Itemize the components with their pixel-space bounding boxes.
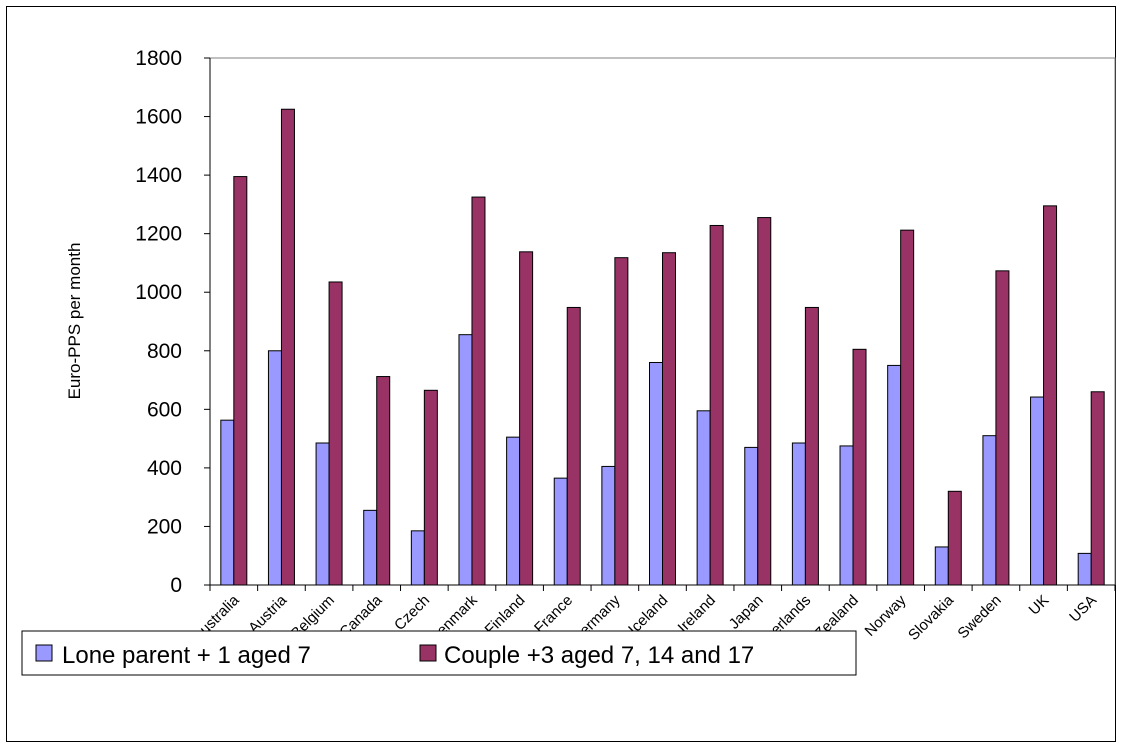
bar-france-series-1	[553, 477, 568, 586]
bars	[220, 108, 1105, 586]
bar-netherlands-series-2	[804, 306, 819, 586]
bar-slovakia-series-2	[947, 490, 962, 586]
legend-label-couple: Couple +3 aged 7, 14 and 17	[444, 642, 754, 669]
bar-iceland-series-2	[662, 252, 676, 586]
x-tick-label: Japan	[726, 592, 767, 633]
bar-canada-series-2	[376, 376, 391, 586]
bar-belgium-series-1	[315, 442, 330, 586]
x-tick-label: France	[531, 592, 576, 637]
bar-czech-series-1	[410, 530, 425, 586]
y-tick-label: 1200	[135, 223, 182, 246]
bar-ireland-series-1	[696, 410, 711, 586]
legend: Lone parent + 1 aged 7 Couple +3 aged 7,…	[21, 630, 857, 676]
bar-finland-series-2	[519, 251, 534, 586]
x-tick-label: Slovakia	[905, 591, 958, 644]
bar-austria-series-2	[280, 108, 295, 586]
bar-canada-series-1	[363, 509, 378, 586]
bar-norway-series-2	[900, 229, 915, 586]
bar-new-zealand-series-2	[852, 348, 867, 586]
bar-belgium-series-2	[328, 281, 343, 586]
y-tick-label: 1800	[135, 47, 182, 70]
legend-box	[21, 630, 857, 676]
legend-swatch-lone-parent	[35, 644, 53, 662]
y-tick-label: 400	[147, 457, 182, 480]
x-tick-label: Norway	[862, 591, 910, 639]
bar-iceland-series-1	[649, 361, 663, 586]
bar-germany-series-2	[614, 257, 629, 586]
legend-label-lone-parent: Lone parent + 1 aged 7	[62, 642, 311, 669]
bar-japan-series-1	[744, 446, 759, 586]
bar-denmark-series-2	[471, 196, 486, 586]
bar-sweden-series-2	[995, 270, 1010, 586]
bar-ireland-series-2	[709, 224, 724, 586]
bar-sweden-series-1	[982, 435, 997, 586]
legend-swatch-couple	[419, 644, 437, 662]
bar-usa-series-1	[1077, 552, 1092, 586]
y-tick-label: 600	[147, 398, 182, 421]
bar-uk-series-2	[1043, 205, 1058, 586]
x-tick-label: Ireland	[675, 592, 719, 636]
bar-japan-series-2	[757, 217, 772, 586]
x-tick-label: Austria	[245, 591, 290, 636]
x-tick-label: Czech	[391, 592, 433, 634]
y-tick-label: 800	[147, 340, 182, 363]
bar-denmark-series-1	[458, 334, 473, 586]
x-tick-label: USA	[1066, 592, 1100, 626]
bar-australia-series-1	[220, 419, 235, 586]
bar-czech-series-2	[423, 389, 438, 586]
bar-usa-series-2	[1090, 391, 1105, 586]
y-tick-label: 0	[170, 574, 182, 597]
y-axis: 0 200 400 600 800 1000 1200 1400 1600 1800	[135, 47, 211, 597]
bar-finland-series-1	[506, 436, 521, 586]
bar-australia-series-2	[233, 176, 248, 586]
x-tick-label: UK	[1026, 592, 1053, 619]
bar-france-series-2	[566, 306, 581, 586]
bar-norway-series-1	[887, 364, 902, 586]
y-tick-label: 200	[147, 515, 182, 538]
y-tick-label: 1000	[135, 281, 182, 304]
y-axis-label: Euro-PPS per month	[65, 243, 84, 400]
bar-germany-series-1	[601, 465, 616, 586]
bar-uk-series-1	[1030, 396, 1045, 586]
bar-new-zealand-series-1	[839, 445, 854, 586]
bar-austria-series-1	[267, 350, 282, 586]
bar-netherlands-series-1	[791, 442, 806, 586]
bar-slovakia-series-1	[934, 546, 949, 586]
y-tick-label: 1600	[135, 106, 182, 129]
x-tick-label: Sweden	[954, 592, 1004, 642]
y-tick-label: 1400	[135, 164, 182, 187]
